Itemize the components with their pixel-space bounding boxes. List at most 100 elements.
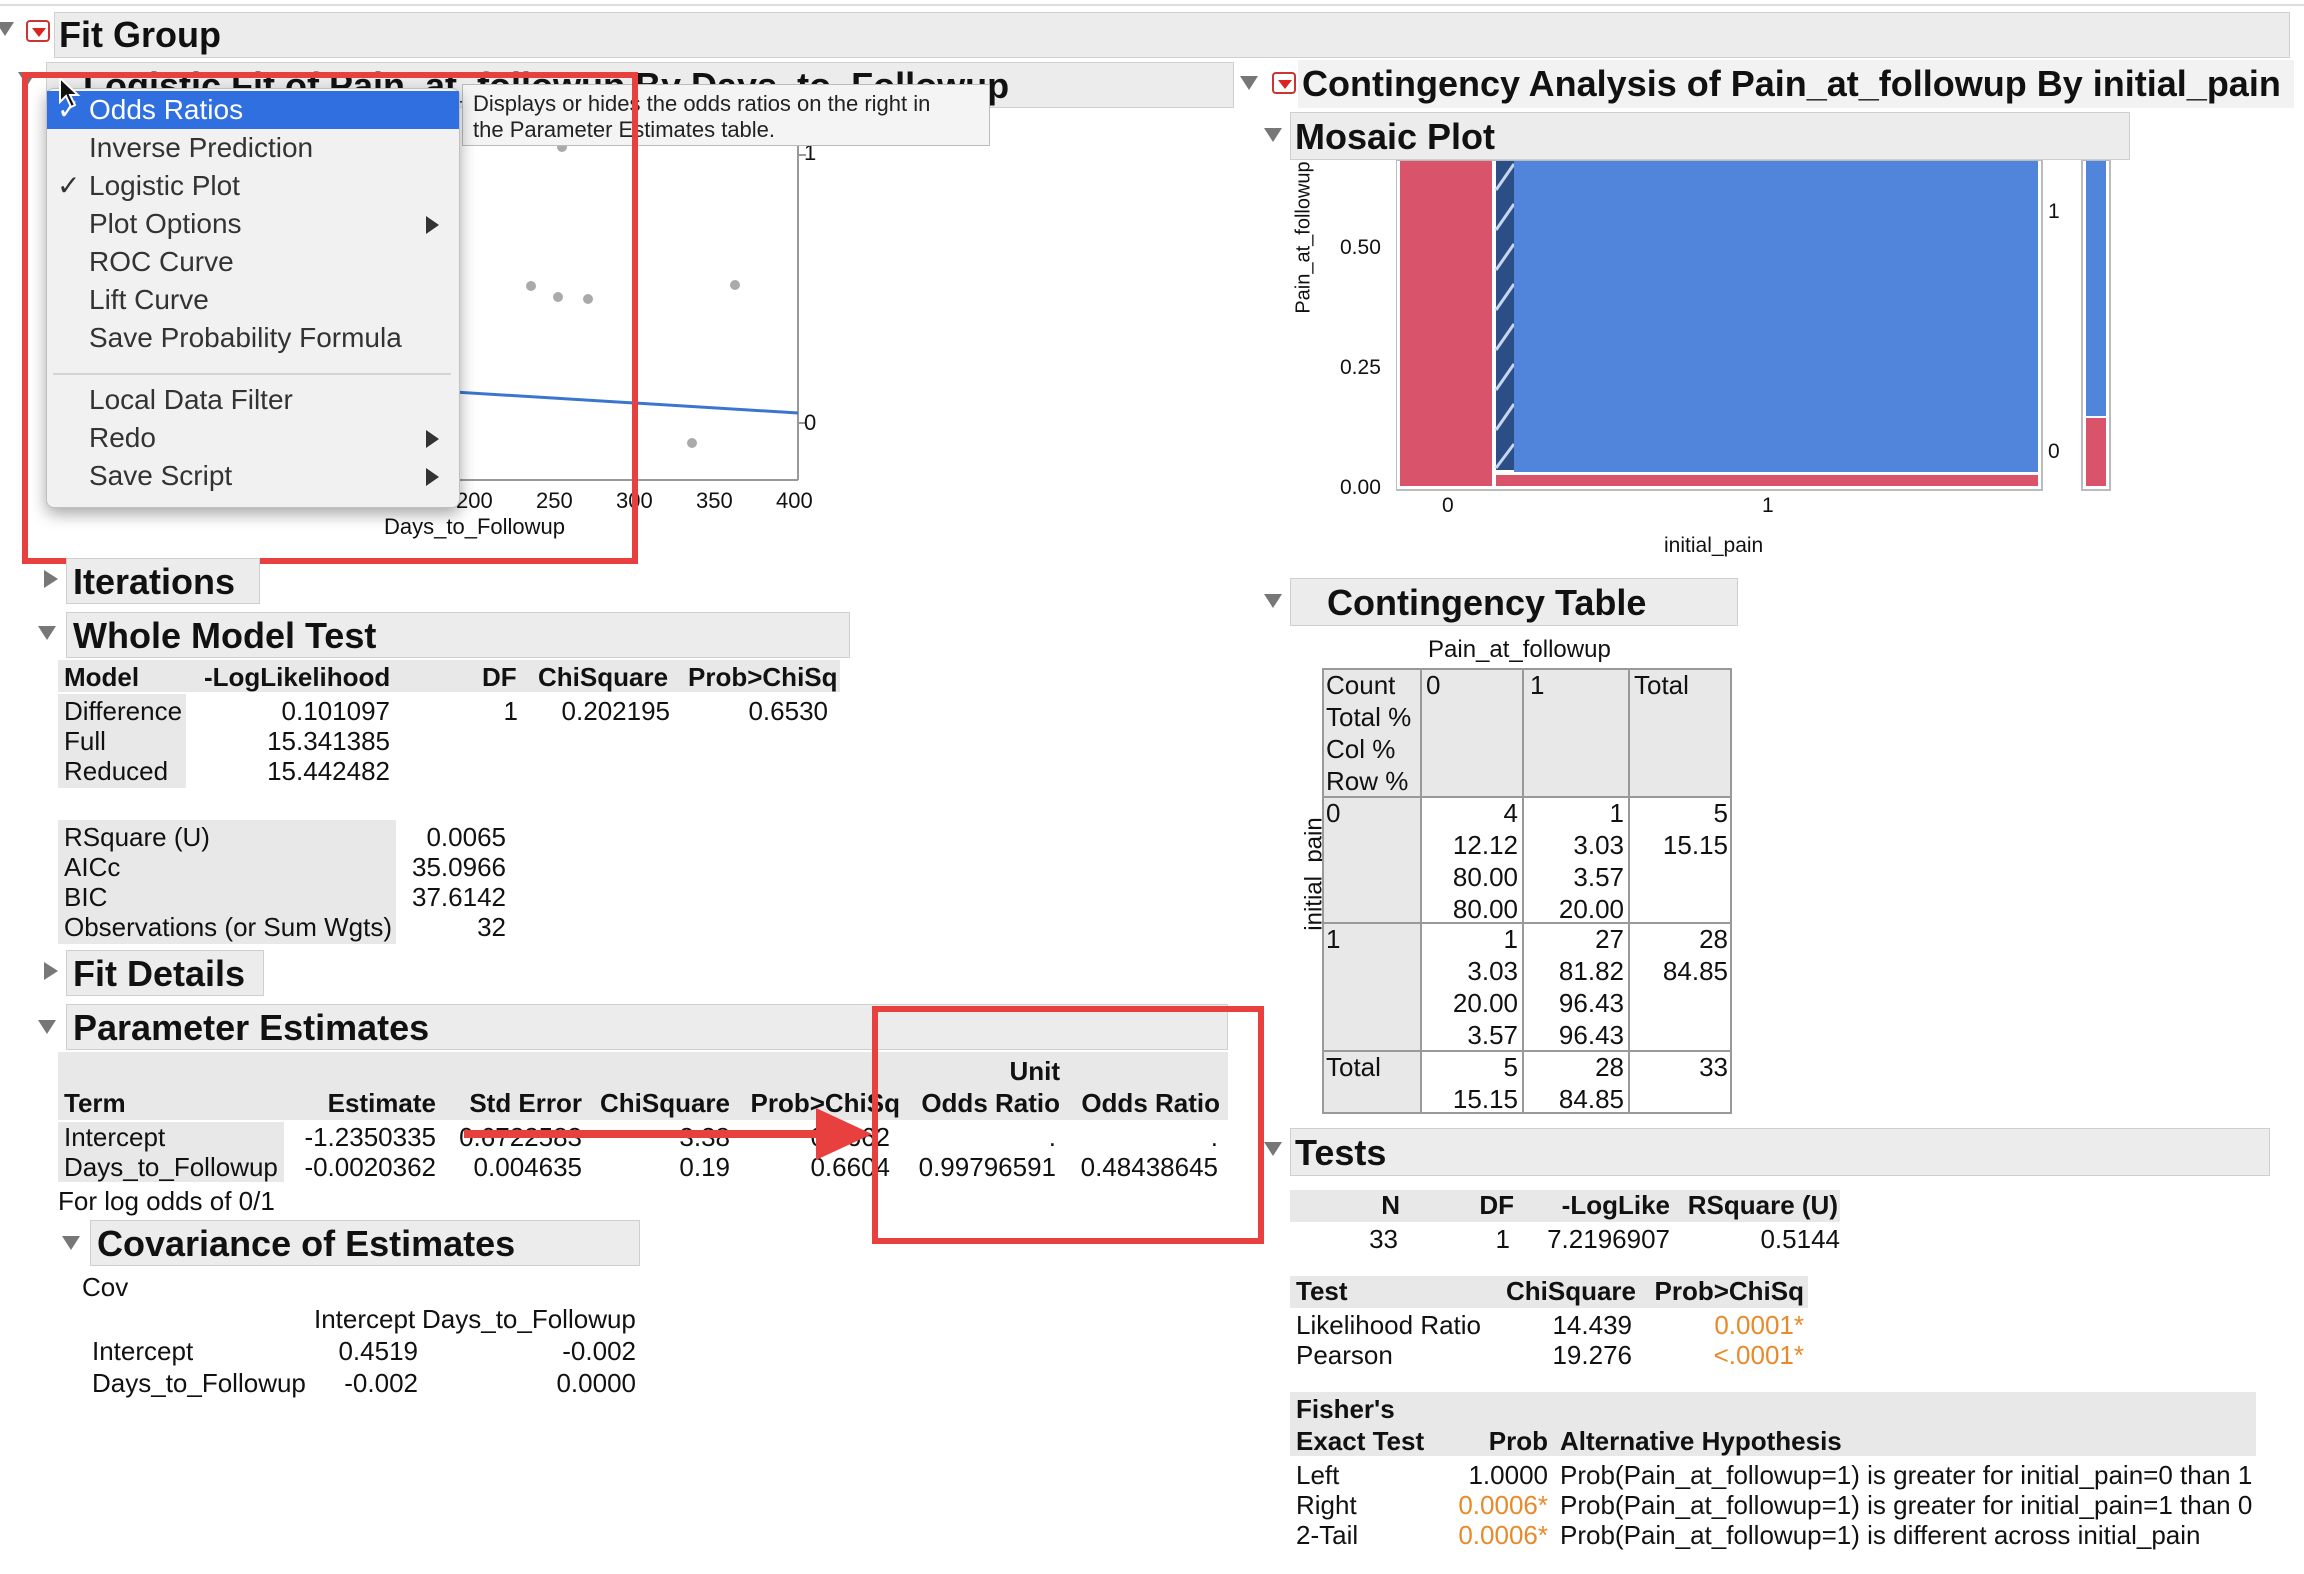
iterations-disclosure-icon[interactable]: [44, 570, 58, 588]
fit-group-disclosure-icon[interactable]: [0, 22, 14, 36]
term-days-to-followup: Days_to_Followup: [64, 1152, 278, 1182]
menu-item-save-script[interactable]: Save Script: [47, 457, 459, 495]
col-unit: Unit: [1009, 1056, 1060, 1086]
tests-col-n: N: [1381, 1190, 1400, 1220]
stat-rsquare: RSquare (U): [64, 822, 210, 852]
menu-label: Lift Curve: [89, 284, 209, 315]
menu-item-local-data-filter[interactable]: Local Data Filter: [47, 381, 459, 419]
menu-item-roc-curve[interactable]: ROC Curve: [47, 243, 459, 281]
col-estimate: Estimate: [327, 1088, 436, 1118]
highlight-box-menu: [22, 72, 638, 564]
menu-item-redo[interactable]: Redo: [47, 419, 459, 457]
cov-disclosure-icon[interactable]: [62, 1236, 80, 1250]
stat-aicc: AICc: [64, 852, 121, 882]
highlight-box-odds-ratios: [872, 1006, 1264, 1244]
r1c0-total: 3.03: [1467, 956, 1518, 986]
menu-item-lift-curve[interactable]: Lift Curve: [47, 281, 459, 319]
legend-col-pct: Col %: [1326, 734, 1396, 764]
mosaic-right-label-1: 1: [2048, 200, 2060, 223]
fit-details-disclosure-icon[interactable]: [44, 962, 58, 980]
legend-row-pct: Row %: [1326, 766, 1409, 796]
menu-label: Logistic Plot: [89, 170, 240, 201]
tot-c1-count: 28: [1595, 1052, 1624, 1082]
mosaic-title-text: Mosaic Plot: [1295, 116, 1496, 157]
tests-col-df: DF: [1479, 1190, 1514, 1220]
mosaic-cell-0-1-hatched: [1496, 160, 1514, 470]
tot-c0-count: 5: [1503, 1052, 1518, 1082]
tests-header-row2: [1290, 1276, 1808, 1308]
fit-group-menu-icon[interactable]: [26, 20, 50, 42]
data-point: [526, 281, 536, 291]
days-chisq: 0.19: [679, 1152, 730, 1182]
menu-label: Redo: [89, 422, 156, 453]
row-full: Full: [64, 726, 106, 756]
data-point: [687, 438, 697, 448]
intercept-unit-or: .: [1048, 1122, 1056, 1152]
menu-label: Save Probability Formula: [89, 322, 402, 353]
submenu-arrow-icon: [426, 430, 439, 448]
stat-rsquare-value: 0.0065: [426, 822, 506, 852]
cov-row-days: Days_to_Followup: [92, 1368, 306, 1398]
top-rule: [0, 4, 2304, 6]
mosaic-disclosure-icon[interactable]: [1264, 128, 1282, 142]
menu-label: ROC Curve: [89, 246, 234, 277]
mosaic-y-tick-050: 0.50: [1340, 236, 1381, 259]
ctable-col-var: Pain_at_followup: [1428, 636, 1611, 663]
x-tick-200: 200: [456, 488, 493, 513]
r0c1-row: 20.00: [1558, 894, 1624, 924]
ctable-v1: [1420, 668, 1422, 1114]
stat-bic-value: 37.6142: [412, 882, 506, 912]
contingency-disclosure-icon[interactable]: [1240, 76, 1258, 90]
stat-observations: Observations (or Sum Wgts): [64, 912, 392, 942]
row-difference: Difference: [64, 696, 183, 726]
menu-item-save-probability-formula[interactable]: Save Probability Formula: [47, 319, 459, 357]
menu-label: Local Data Filter: [89, 384, 293, 415]
r0c0-col: 80.00: [1452, 862, 1518, 892]
whole-model-title: Whole Model Test: [66, 612, 850, 658]
whole-model-disclosure-icon[interactable]: [38, 626, 56, 640]
menu-item-inverse-prediction[interactable]: Inverse Prediction: [47, 129, 459, 167]
col-term: Term: [64, 1088, 126, 1118]
menu-item-odds-ratios[interactable]: ✓ Odds Ratios: [47, 91, 459, 129]
ctable-row-0: 0: [1326, 798, 1341, 828]
menu-label: Plot Options: [89, 208, 242, 239]
ctable-row-1: 1: [1326, 924, 1341, 954]
fisher-header: [1290, 1392, 2256, 1456]
menu-item-plot-options[interactable]: Plot Options: [47, 205, 459, 243]
data-point: [583, 294, 593, 304]
fisher-right-alt: Prob(Pain_at_followup=1) is greater for …: [1560, 1490, 2253, 1520]
tot-c0-pct: 15.15: [1452, 1084, 1518, 1114]
submenu-arrow-icon: [426, 216, 439, 234]
tooltip-line1: Displays or hides the odds ratios on the…: [473, 91, 931, 116]
contingency-menu-icon[interactable]: [1272, 72, 1296, 94]
ctable-disclosure-icon[interactable]: [1264, 594, 1282, 608]
col-unit-odds-ratio: Odds Ratio: [921, 1088, 1060, 1118]
ctable-title: Contingency Table: [1290, 578, 1738, 626]
param-disclosure-icon[interactable]: [38, 1020, 56, 1034]
iterations-title-text: Iterations: [73, 561, 236, 602]
checkmark-icon: ✓: [57, 94, 81, 125]
whole-model-header-row: [58, 660, 840, 692]
menu-label: Inverse Prediction: [89, 132, 314, 163]
test-pearson: Pearson: [1296, 1340, 1393, 1370]
whole-model-rowlabels: [58, 694, 186, 788]
log-odds-note: For log odds of 0/1: [58, 1186, 275, 1216]
mosaic-x-label: initial_pain: [1664, 534, 1764, 557]
fit-stats-labels: [58, 820, 396, 944]
mosaic-marginal-blue: [2086, 160, 2106, 416]
fit-details-title-text: Fit Details: [73, 953, 246, 994]
tests-col-rsquare: RSquare (U): [1687, 1190, 1838, 1220]
cov-title-text: Covariance of Estimates: [97, 1223, 516, 1264]
cov-label: Cov: [82, 1272, 129, 1302]
fisher-h1: Fisher's: [1296, 1394, 1395, 1424]
days-unit-or: 0.99796591: [918, 1152, 1056, 1182]
menu-item-logistic-plot[interactable]: ✓ Logistic Plot: [47, 167, 459, 205]
cov-col-days: Days_to_Followup: [422, 1304, 636, 1334]
checkmark-icon: ✓: [57, 170, 81, 201]
tests-disclosure-icon[interactable]: [1264, 1142, 1282, 1156]
intercept-estimate: -1.2350335: [304, 1122, 436, 1152]
mosaic-x-tick-0: 0: [1442, 494, 1454, 517]
col-chisquare: ChiSquare: [538, 662, 669, 692]
cov-col-intercept: Intercept: [314, 1304, 416, 1334]
tests-col-chisq: ChiSquare: [1505, 1276, 1636, 1306]
